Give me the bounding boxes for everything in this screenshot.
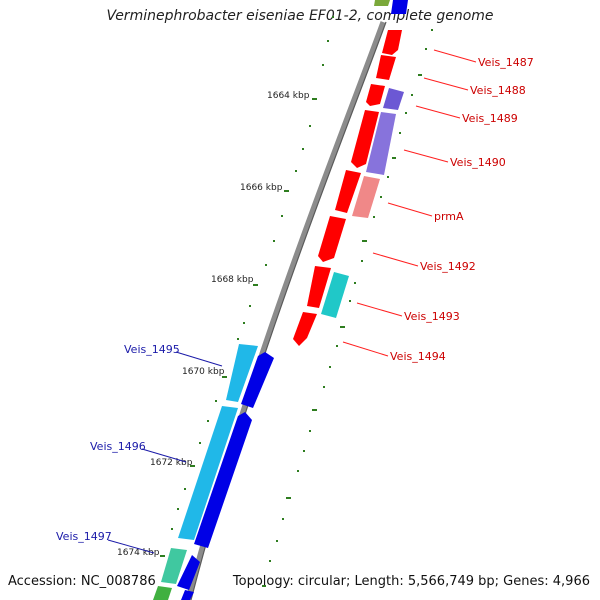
- scale-label-1674-kbp: 1674 kbp: [117, 548, 160, 558]
- gene-arrow-veis-1489: [366, 84, 385, 106]
- forward-label-leaders: [342, 49, 477, 357]
- gene-label-veis-1488[interactable]: Veis_1488: [470, 84, 526, 97]
- scale-ticks-outer: [160, 16, 334, 557]
- feature-prma-pink: [352, 176, 380, 218]
- gene-label-veis-1496[interactable]: Veis_1496: [90, 440, 146, 453]
- scale-label-1664-kbp: 1664 kbp: [267, 91, 310, 101]
- scale-label-1672-kbp: 1672 kbp: [150, 458, 193, 468]
- feature-veis-1493-teal: [321, 272, 349, 318]
- scale-label-1668-kbp: 1668 kbp: [211, 275, 254, 285]
- leader-veis-1490: [403, 149, 449, 163]
- leader-veis-1487: [433, 49, 477, 63]
- gene-arrow-prma: [335, 170, 361, 213]
- gene-arrow-veis-1492: [318, 216, 346, 262]
- gene-arrow-veis-1497-cds: [177, 555, 200, 590]
- leader-prma: [387, 202, 433, 217]
- gene-arrow-veis-1497: [161, 548, 187, 584]
- gene-label-veis-1489[interactable]: Veis_1489: [462, 112, 518, 125]
- gene-arrow-veis-1493: [307, 266, 331, 308]
- reverse-label-leaders: [107, 351, 223, 554]
- gene-fragment-top-green: [374, 0, 390, 6]
- gene-label-veis-1487[interactable]: Veis_1487: [478, 56, 534, 69]
- gene-label-veis-1493[interactable]: Veis_1493: [404, 310, 460, 323]
- gene-fragment-bottom-green: [153, 586, 172, 600]
- gene-arrow-veis-1496: [178, 406, 238, 540]
- leader-veis-1495: [175, 351, 223, 367]
- gene-arrow-veis-1488: [376, 55, 396, 80]
- gene-label-veis-1495[interactable]: Veis_1495: [124, 343, 180, 356]
- accession-text: Accession: NC_008786: [8, 574, 156, 589]
- scale-label-1670-kbp: 1670 kbp: [182, 367, 225, 377]
- gene-arrow-veis-1494: [293, 312, 317, 346]
- leader-veis-1489: [415, 105, 461, 119]
- leader-veis-1488: [423, 77, 469, 91]
- genome-backbone-shadow: [190, 21, 387, 600]
- gene-arrow-veis-1495-cds: [241, 352, 274, 408]
- topology-text: Topology: circular; Length: 5,566,749 bp…: [232, 574, 590, 589]
- leader-veis-1492: [372, 252, 419, 267]
- gene-arrow-veis-1495: [226, 344, 258, 402]
- leader-veis-1497: [107, 539, 155, 554]
- gene-arrow-bottom-blue: [181, 590, 194, 600]
- gene-label-veis-1497[interactable]: Veis_1497: [56, 530, 112, 543]
- leader-veis-1496: [141, 448, 187, 463]
- scale-label-1666-kbp: 1666 kbp: [240, 183, 283, 193]
- gene-arrow-veis-1496-cds: [194, 412, 252, 548]
- gene-fragment-top-blue: [391, 0, 408, 14]
- feature-veis-1490-purple: [366, 112, 396, 175]
- gene-label-veis-1490[interactable]: Veis_1490: [450, 156, 506, 169]
- gene-label-prma[interactable]: prmA: [434, 210, 464, 223]
- leader-veis-1494: [342, 341, 389, 357]
- gene-arrow-veis-1487: [382, 30, 402, 55]
- leader-veis-1493: [356, 302, 403, 317]
- gene-label-veis-1492[interactable]: Veis_1492: [420, 260, 476, 273]
- gene-label-veis-1494[interactable]: Veis_1494: [390, 350, 446, 363]
- feature-veis-1489-purple: [383, 88, 404, 110]
- scale-ticks-inner: [262, 29, 433, 587]
- gene-arrow-veis-1490: [351, 110, 379, 168]
